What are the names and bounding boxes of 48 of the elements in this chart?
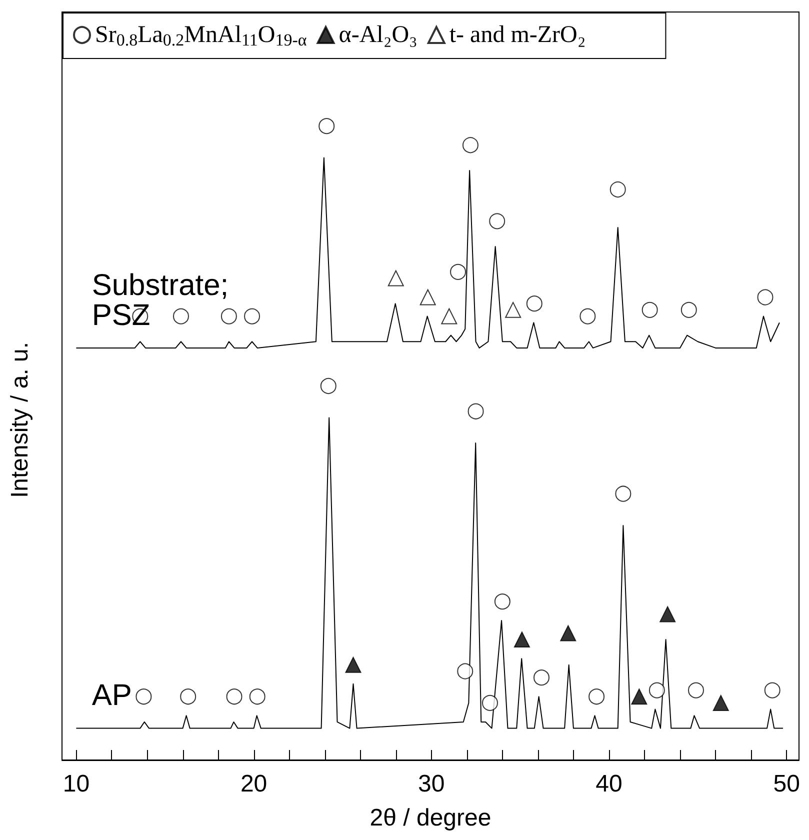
point — [441, 308, 458, 324]
point — [514, 632, 530, 648]
legend-label: α-Al₂O₃ — [338, 22, 418, 48]
point — [615, 486, 632, 502]
point — [320, 378, 336, 394]
point — [457, 663, 474, 680]
point — [712, 694, 729, 711]
x-tick-label: 40 — [596, 770, 622, 798]
x-tick-label: 30 — [418, 770, 445, 798]
point — [482, 694, 498, 711]
point — [220, 308, 237, 324]
series-label: AP — [92, 679, 132, 712]
point — [489, 213, 506, 230]
point — [420, 289, 436, 306]
x-tick-label: 20 — [240, 770, 268, 798]
point — [642, 302, 658, 318]
point — [588, 688, 605, 705]
point — [534, 670, 550, 686]
point — [173, 308, 189, 324]
point — [631, 688, 648, 705]
point — [680, 302, 697, 318]
point — [580, 308, 596, 324]
point — [505, 302, 522, 318]
point — [345, 656, 362, 673]
point — [462, 137, 478, 154]
x-axis-title: 2θ / degree — [370, 804, 492, 832]
point — [226, 688, 242, 705]
point — [388, 270, 404, 286]
point — [249, 688, 266, 705]
point — [244, 308, 260, 324]
point — [764, 682, 780, 698]
point — [610, 181, 626, 198]
point — [660, 606, 676, 622]
point — [318, 118, 335, 134]
point — [526, 296, 542, 312]
x-tick-label: 10 — [62, 770, 90, 798]
x-tick-label: 50 — [773, 770, 800, 798]
point — [757, 289, 774, 306]
point — [468, 403, 484, 420]
point — [648, 682, 665, 698]
legend-label: t- and m-ZrO₂ — [449, 22, 586, 48]
point — [450, 264, 466, 280]
point — [494, 594, 510, 610]
point — [688, 682, 704, 698]
point — [180, 688, 196, 705]
point — [560, 625, 576, 642]
point — [136, 688, 152, 705]
y-axis-title: Intensity / a. u. — [6, 342, 34, 498]
